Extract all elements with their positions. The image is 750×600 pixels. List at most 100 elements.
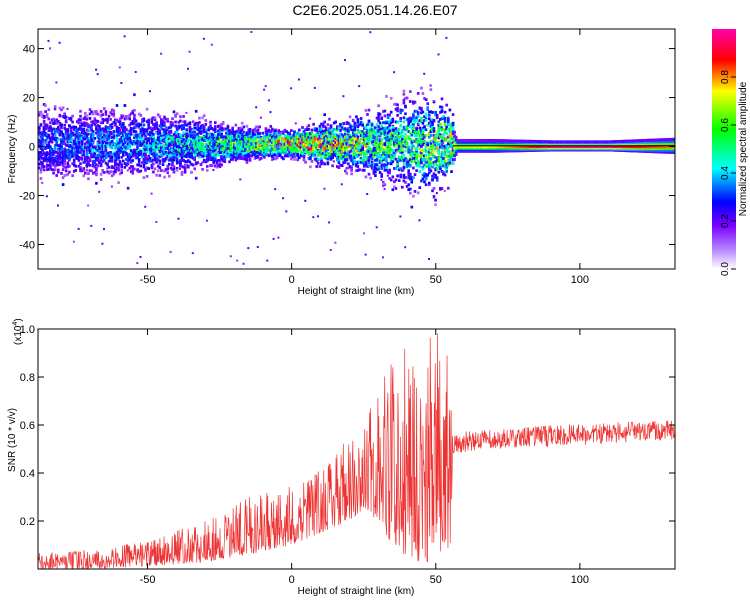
spectrogram-cell [99, 114, 103, 117]
spectrogram-cell [259, 157, 263, 160]
spectrogram-cell [149, 126, 152, 130]
spectrogram-cell [383, 188, 386, 191]
spectrogram-cell [214, 157, 217, 161]
spectrogram-cell [183, 120, 187, 124]
spectrogram-cell [85, 132, 89, 136]
spectrogram-cell [110, 174, 114, 178]
spectrogram-cell [198, 127, 201, 130]
spectrogram-cell [369, 130, 372, 133]
spectrogram-cell [266, 140, 269, 144]
spectrogram-cell [104, 144, 108, 148]
spectrogram-cell [291, 143, 295, 147]
spectrogram-cell [372, 136, 376, 140]
spectrogram-cell [131, 167, 135, 170]
spectrogram-cell [95, 68, 98, 71]
spectrogram-cell [112, 109, 116, 113]
spectrogram-cell [329, 135, 333, 139]
spectrogram-cell [264, 151, 268, 155]
spectrogram-cell [263, 153, 266, 156]
spectrogram-cell [168, 130, 171, 134]
spectrogram-cell [312, 146, 315, 149]
spectrogram-cell [256, 136, 260, 140]
spectrogram-cell [68, 137, 71, 141]
spectrogram-cell [175, 150, 179, 153]
spectrogram-cell [180, 142, 184, 146]
spectrogram-cell [87, 129, 90, 132]
spectrogram-cell [152, 146, 155, 149]
spectrogram-cell [109, 123, 112, 127]
spectrogram-cell [202, 139, 206, 142]
spectrogram-cell [66, 140, 70, 144]
spectrogram-cell [117, 157, 120, 161]
spectrogram-cell [359, 142, 363, 146]
spectrogram-cell [207, 152, 211, 155]
spectrogram-cell [204, 132, 208, 136]
spectrogram-cell [220, 133, 223, 136]
spectrogram-cell [299, 138, 303, 141]
spectrogram-cell [342, 95, 345, 98]
spectrogram-cell [112, 166, 116, 170]
spectrogram-cell [52, 161, 55, 164]
spectrogram-cell [133, 167, 136, 171]
spectrogram-cell [221, 142, 225, 146]
spectrogram-cell [283, 137, 287, 141]
spectrogram-cell [347, 166, 350, 170]
spectrogram-cell [194, 109, 198, 113]
spectrogram-cell [215, 152, 219, 156]
spectrogram-cell [348, 135, 352, 139]
spectrogram-cell [280, 147, 284, 151]
spectrogram-cell [44, 104, 47, 108]
spectrogram-cell [190, 143, 193, 147]
spectrogram-cell [234, 139, 238, 143]
spectrogram-cell [161, 121, 165, 125]
spectrogram-cell [185, 155, 188, 159]
spectrogram-cell [391, 152, 395, 156]
spectrogram-cell [331, 130, 334, 134]
spectrogram-cell [168, 135, 171, 138]
spectrogram-cell [47, 141, 51, 144]
spectrogram-cell [202, 135, 206, 139]
spectrogram-cell [290, 149, 293, 152]
spectrogram-cell [282, 132, 285, 135]
spectrogram-cell [142, 119, 146, 122]
spectrogram-cell [280, 140, 284, 144]
spectrogram-cell [179, 133, 182, 137]
spectrogram-cell [90, 134, 93, 138]
spectrogram-cell [225, 151, 228, 155]
spectrogram-cell [279, 132, 281, 135]
spectrogram-cell [380, 131, 383, 135]
spectrogram-cell [245, 133, 249, 137]
spectrogram-cell [122, 128, 125, 132]
spectrogram-cell [339, 124, 342, 128]
spectrogram-cell [134, 124, 138, 127]
spectrogram-cell [166, 126, 169, 130]
spectrogram-cell [115, 166, 119, 170]
spectrogram-cell [58, 161, 62, 165]
spectrogram-cell [269, 144, 273, 148]
spectrogram-cell [279, 144, 282, 147]
spectrogram-cell [382, 152, 385, 156]
spectrogram-cell [234, 156, 238, 159]
spectrogram-cell [63, 165, 66, 169]
spectrogram-cell [320, 135, 323, 138]
spectrogram-cell [236, 135, 239, 139]
spectrogram-cell [145, 132, 149, 136]
spectrogram-cell [160, 136, 163, 140]
spectrogram-cell [229, 155, 233, 158]
spectrogram-cell [356, 160, 360, 164]
spectrogram-cell [234, 143, 238, 147]
spectrogram-cell [218, 150, 222, 154]
spectrogram-cell [358, 153, 361, 157]
spectrogram-cell [372, 147, 376, 150]
spectrogram-cell [382, 147, 385, 151]
spectrogram-cell [220, 126, 223, 130]
spectrogram-cell [76, 132, 78, 135]
spectrogram-cell [182, 151, 185, 155]
spectrogram-cell [88, 158, 92, 162]
spectrogram-cell [153, 145, 157, 149]
spectrogram-cell [342, 134, 345, 138]
spectrogram-cell [137, 170, 141, 174]
spectrogram-cell [229, 134, 233, 138]
spectrogram-cell [202, 145, 206, 149]
